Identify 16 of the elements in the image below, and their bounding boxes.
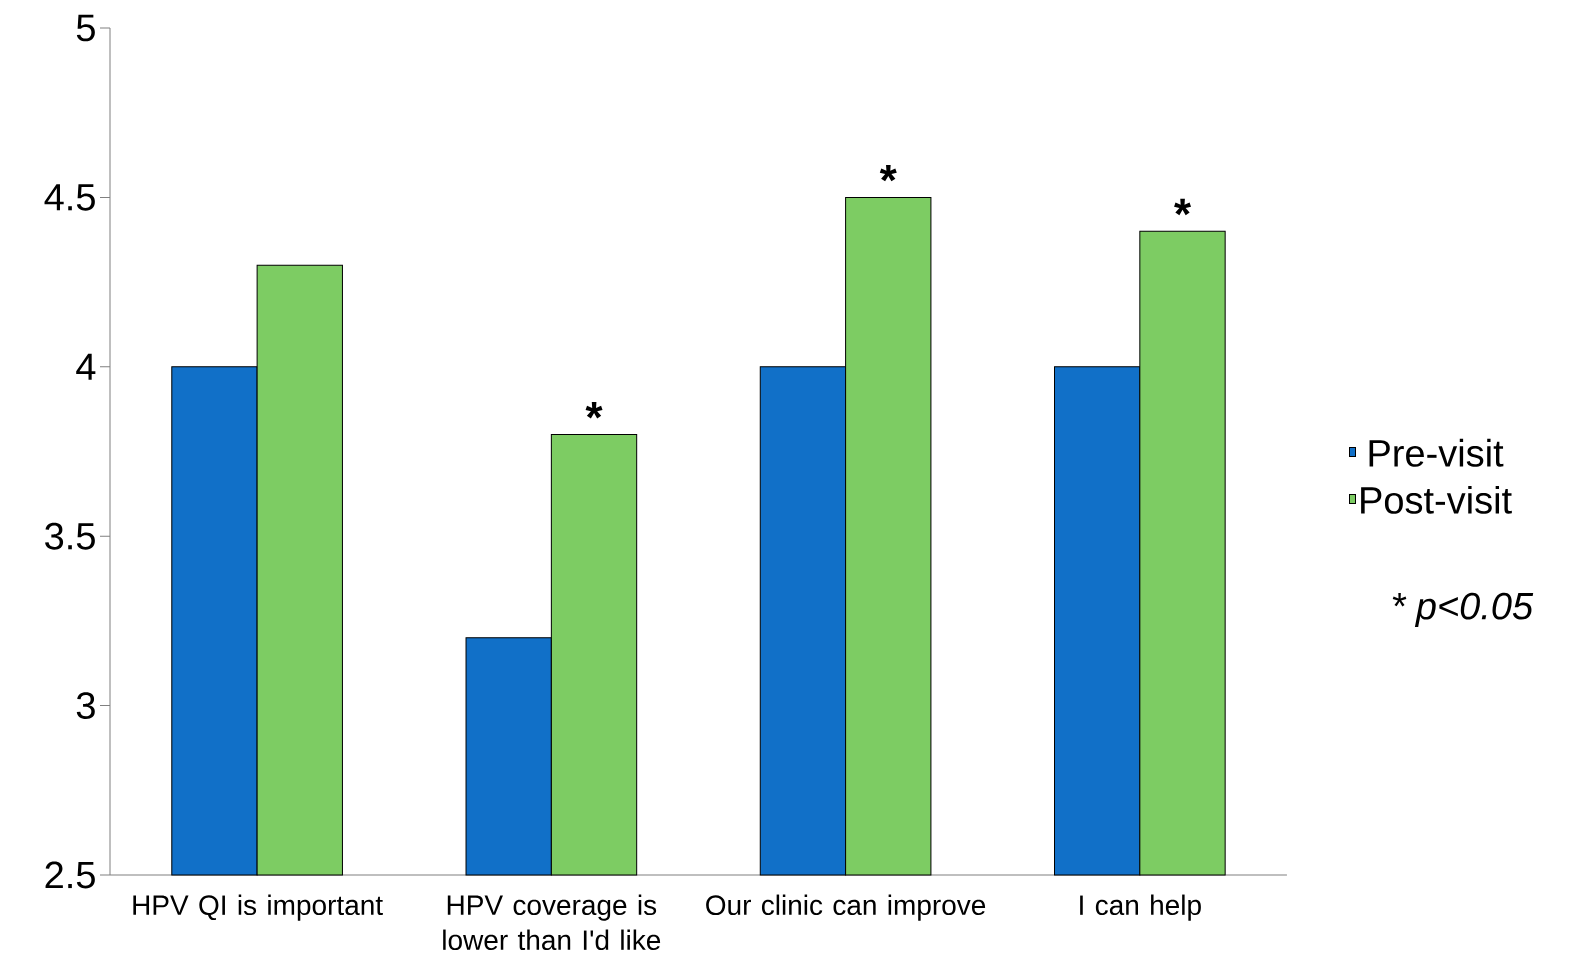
x-tick-label: HPV coverage is lower than I'd like xyxy=(443,894,661,951)
annotation: * xyxy=(879,164,897,182)
x-tick-label: I can help xyxy=(1080,894,1201,921)
y-tick-label: 3 xyxy=(76,692,95,720)
x-tick-label: Our clinic can improve xyxy=(706,894,986,921)
y-tick-label: 4.5 xyxy=(44,184,95,211)
x-tick-label: HPV QI is important xyxy=(133,894,383,921)
annotation: * xyxy=(1174,198,1192,216)
text: * p<0.05 xyxy=(1392,592,1534,628)
annotation: * xyxy=(585,402,603,419)
y-tick-label: 2.5 xyxy=(45,861,95,889)
y-tick-label: 3.5 xyxy=(45,522,95,550)
y-tick-label: 5 xyxy=(76,14,95,42)
legend-label: Pre-visit xyxy=(1369,438,1504,467)
legend-label: Post-visit xyxy=(1361,485,1512,514)
y-tick-label: 4 xyxy=(76,353,96,380)
